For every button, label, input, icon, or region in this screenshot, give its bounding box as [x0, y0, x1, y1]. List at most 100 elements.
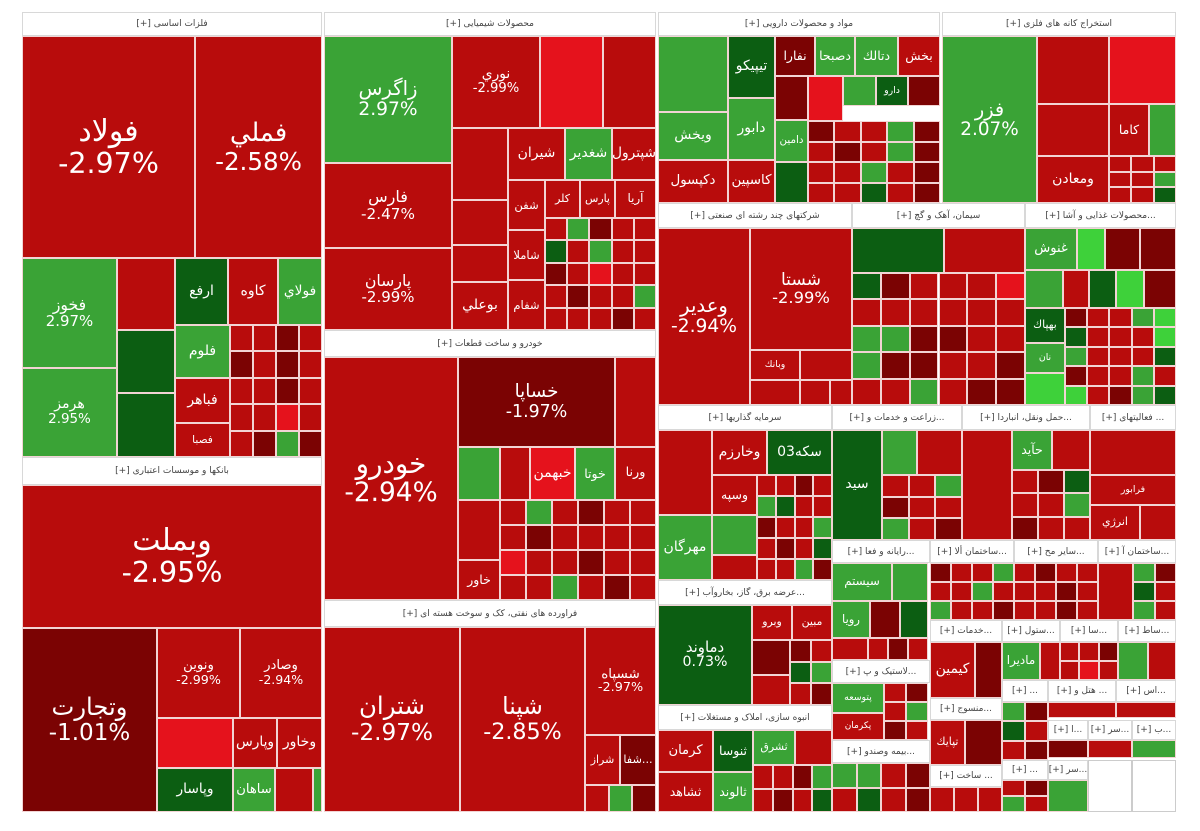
stock-tile[interactable] — [1014, 563, 1035, 582]
stock-tile[interactable] — [906, 721, 928, 740]
stock-tile[interactable] — [811, 640, 832, 662]
stock-tile[interactable]: بهپاك — [1025, 308, 1065, 343]
stock-tile[interactable] — [1153, 308, 1176, 328]
stock-tile[interactable] — [913, 141, 940, 162]
stock-tile[interactable] — [117, 393, 175, 457]
stock-tile[interactable]: سکه03 — [767, 430, 832, 475]
stock-tile[interactable] — [1131, 385, 1154, 405]
stock-tile[interactable] — [830, 380, 852, 405]
stock-tile[interactable] — [1098, 661, 1118, 680]
stock-tile[interactable] — [800, 380, 830, 405]
stock-tile[interactable]: دامين — [775, 120, 808, 162]
stock-tile[interactable] — [253, 351, 276, 378]
stock-tile[interactable]: فلوم — [175, 325, 230, 378]
stock-tile[interactable] — [500, 447, 530, 500]
stock-tile[interactable] — [633, 218, 656, 241]
stock-tile[interactable] — [589, 218, 612, 241]
stock-tile[interactable]: مهرگان — [658, 515, 712, 580]
stock-tile[interactable] — [540, 36, 603, 128]
stock-tile[interactable] — [930, 787, 954, 812]
stock-tile[interactable] — [1065, 346, 1088, 367]
stock-tile[interactable]: ثنوسا — [713, 730, 753, 772]
stock-tile[interactable] — [1052, 430, 1090, 470]
stock-tile[interactable] — [832, 763, 857, 788]
stock-tile[interactable] — [526, 525, 552, 550]
stock-tile[interactable]: مادیرا — [1002, 642, 1040, 680]
stock-tile[interactable] — [860, 182, 888, 203]
stock-tile[interactable] — [938, 352, 968, 379]
stock-tile[interactable] — [230, 430, 253, 457]
stock-tile[interactable] — [1133, 563, 1155, 582]
stock-tile[interactable] — [299, 430, 322, 457]
sector-header-expand[interactable]: استخراج کانه های فلزی [+] — [942, 12, 1176, 36]
stock-tile[interactable] — [800, 350, 852, 380]
stock-tile[interactable] — [808, 162, 835, 183]
stock-tile[interactable] — [852, 378, 881, 405]
stock-tile[interactable] — [954, 787, 978, 812]
stock-tile[interactable] — [552, 525, 578, 550]
stock-tile[interactable] — [1056, 601, 1077, 620]
stock-tile[interactable]: ثشرق — [753, 730, 795, 765]
stock-tile[interactable] — [630, 525, 656, 550]
stock-tile[interactable] — [1012, 493, 1038, 517]
stock-tile[interactable] — [1079, 642, 1099, 661]
sector-header-expand[interactable]: سیمان، آهک و گچ [+] — [852, 203, 1025, 228]
stock-tile[interactable] — [965, 720, 1002, 765]
stock-tile[interactable] — [951, 601, 972, 620]
stock-tile[interactable] — [1109, 346, 1132, 367]
stock-tile[interactable] — [811, 683, 832, 705]
stock-tile[interactable] — [887, 162, 914, 183]
sector-header-expand[interactable]: خودرو و ساخت قطعات [+] — [324, 330, 656, 357]
stock-tile[interactable] — [905, 763, 930, 788]
stock-tile[interactable] — [882, 496, 909, 519]
stock-tile[interactable]: ارفع — [175, 258, 228, 325]
stock-tile[interactable] — [808, 76, 843, 121]
stock-tile[interactable]: نان — [1025, 343, 1065, 373]
stock-tile[interactable] — [1063, 270, 1089, 308]
stock-tile[interactable] — [545, 262, 568, 286]
stock-tile[interactable] — [1064, 516, 1090, 540]
stock-tile[interactable]: دصبحا — [815, 36, 855, 76]
stock-tile[interactable] — [757, 496, 776, 517]
stock-tile[interactable] — [500, 525, 526, 550]
stock-tile[interactable] — [1048, 780, 1088, 812]
stock-tile[interactable] — [526, 550, 552, 575]
stock-tile[interactable] — [1131, 308, 1154, 328]
stock-tile[interactable] — [1002, 740, 1025, 760]
stock-tile[interactable] — [452, 245, 508, 282]
stock-tile[interactable] — [1118, 642, 1148, 680]
stock-tile[interactable] — [1025, 702, 1048, 722]
stock-tile[interactable] — [808, 141, 835, 162]
stock-tile[interactable] — [630, 500, 656, 525]
stock-tile[interactable] — [299, 325, 322, 352]
stock-tile[interactable] — [1109, 156, 1132, 172]
sector-header-expand[interactable]: ...ساختمان آ [+] — [1098, 540, 1176, 563]
sector-header-expand[interactable]: فراورده های نفتی، کک و سوخت هسته ای [+] — [324, 600, 656, 627]
stock-tile[interactable] — [1056, 582, 1077, 601]
stock-tile[interactable]: وخاور — [277, 718, 322, 768]
stock-tile[interactable] — [630, 575, 656, 600]
stock-tile[interactable] — [757, 517, 776, 538]
stock-tile[interactable] — [978, 787, 1002, 812]
stock-tile[interactable] — [1025, 270, 1063, 308]
sector-header-expand[interactable]: مواد و محصولات دارویی [+] — [658, 12, 940, 36]
stock-tile[interactable]: فارس -2.47% — [324, 163, 452, 248]
stock-tile[interactable] — [604, 575, 630, 600]
stock-tile[interactable] — [1035, 563, 1056, 582]
stock-tile[interactable] — [880, 325, 910, 353]
stock-tile[interactable] — [117, 330, 175, 393]
stock-tile[interactable] — [578, 575, 604, 600]
stock-tile[interactable] — [930, 582, 951, 601]
stock-tile[interactable]: شفن — [508, 180, 545, 230]
stock-tile[interactable] — [794, 559, 814, 580]
stock-tile[interactable] — [775, 538, 795, 559]
stock-tile[interactable]: وصادر -2.94% — [240, 628, 322, 718]
stock-tile[interactable] — [908, 518, 936, 540]
stock-tile[interactable] — [900, 601, 928, 638]
stock-tile[interactable] — [1109, 36, 1176, 104]
stock-tile[interactable] — [1065, 327, 1088, 347]
stock-tile[interactable] — [1088, 740, 1132, 758]
stock-tile[interactable] — [545, 307, 568, 330]
stock-tile[interactable] — [578, 525, 604, 550]
stock-tile[interactable] — [880, 299, 910, 326]
